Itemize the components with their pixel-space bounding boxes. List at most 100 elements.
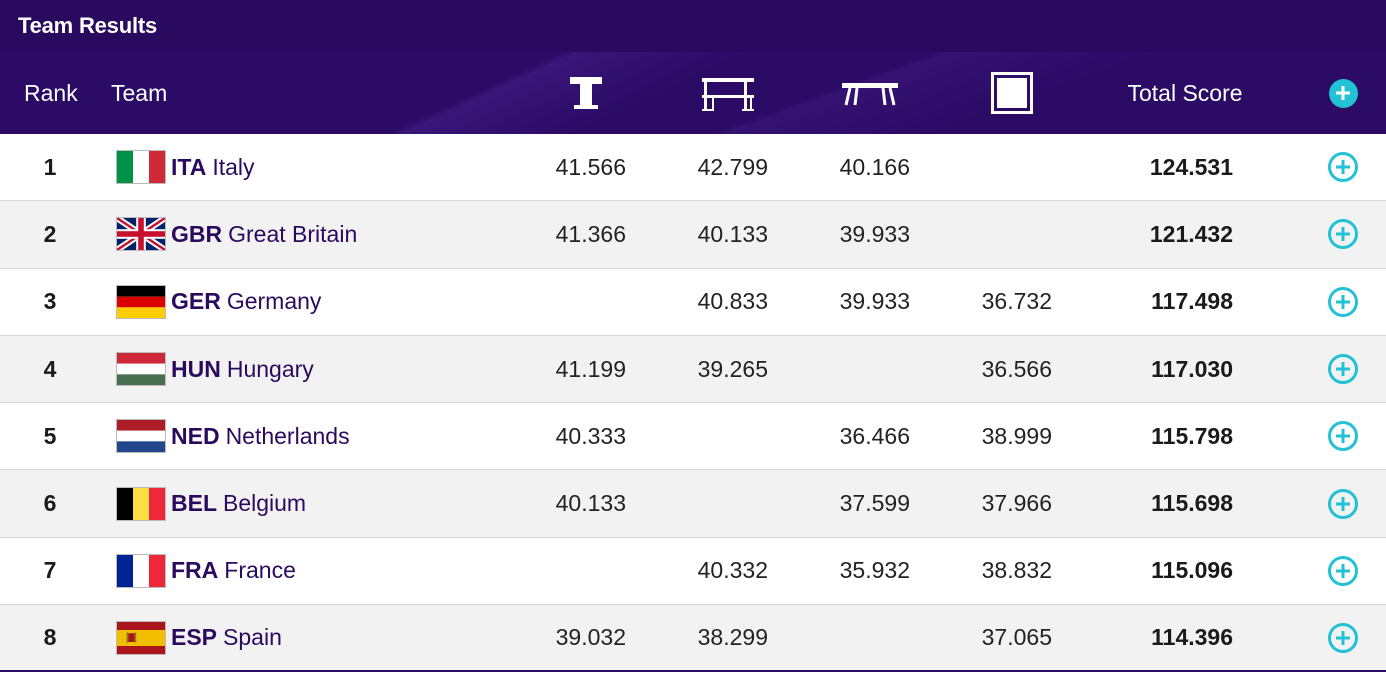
table-row: 6 BEL Belgium 40.133 37.599 37.966 115.6… [0, 470, 1386, 538]
plus-icon[interactable] [1328, 78, 1358, 108]
vault-score [526, 269, 626, 335]
bars-score [668, 403, 768, 469]
expand-row-button[interactable] [1324, 201, 1362, 267]
floor-score: 37.966 [981, 490, 1052, 517]
team-name[interactable]: ITA Italy [171, 134, 255, 200]
team-name[interactable]: FRA France [171, 538, 296, 604]
plus-circle-icon[interactable] [1328, 219, 1358, 250]
total-score: 121.432 [1149, 220, 1233, 247]
country-name: Spain [223, 624, 282, 651]
bars-score [668, 470, 768, 536]
floor-score: 38.832 [981, 557, 1052, 584]
header-total-score: Total Score [1127, 79, 1243, 106]
rank-cell: 5 [43, 422, 57, 449]
uneven-bars-icon [698, 52, 758, 134]
table-row: 2 GBR Great Britain 41.366 40.133 39.933… [0, 201, 1386, 269]
flag-great-britain-icon [116, 201, 166, 267]
flag-netherlands-icon [116, 403, 166, 469]
team-code: ITA [171, 153, 207, 180]
plus-circle-icon[interactable] [1328, 555, 1358, 586]
header-rank: Rank [24, 79, 78, 106]
team-name[interactable]: GER Germany [171, 269, 321, 335]
expand-row-button[interactable] [1324, 605, 1362, 670]
beam-score [810, 605, 910, 670]
total-score: 115.698 [1151, 490, 1233, 517]
floor-score: 36.732 [981, 288, 1052, 315]
bars-score: 38.299 [697, 624, 768, 651]
floor-score [952, 134, 1052, 200]
expand-row-button[interactable] [1324, 134, 1362, 200]
expand-row-button[interactable] [1324, 403, 1362, 469]
country-name: Germany [226, 288, 322, 315]
flag-france-icon [116, 538, 166, 604]
team-name[interactable]: HUN Hungary [171, 336, 314, 402]
beam-score: 36.466 [839, 422, 910, 449]
rank-cell: 8 [43, 624, 57, 651]
expand-all-button[interactable] [1324, 52, 1362, 134]
vault-score: 41.566 [555, 153, 626, 180]
plus-circle-icon[interactable] [1328, 622, 1358, 653]
rank-cell: 6 [43, 490, 57, 517]
beam-score: 39.933 [839, 288, 910, 315]
rank-cell: 4 [43, 355, 57, 382]
country-name: Italy [212, 153, 255, 180]
table-row: 3 GER Germany 40.833 39.933 36.732 117.4… [0, 269, 1386, 336]
vault-score: 39.032 [555, 624, 626, 651]
bars-score: 42.799 [697, 153, 768, 180]
team-code: HUN [171, 355, 221, 382]
beam-score: 37.599 [839, 490, 910, 517]
plus-circle-icon[interactable] [1328, 488, 1358, 519]
country-name: Belgium [223, 490, 307, 517]
floor-score: 38.999 [981, 422, 1052, 449]
expand-row-button[interactable] [1324, 269, 1362, 335]
plus-circle-icon[interactable] [1328, 286, 1358, 317]
total-score: 117.030 [1151, 355, 1233, 382]
plus-circle-icon[interactable] [1328, 152, 1358, 183]
team-name[interactable]: NED Netherlands [171, 403, 350, 469]
vault-score: 40.333 [555, 422, 626, 449]
total-score: 117.498 [1151, 288, 1233, 315]
vault-score [526, 538, 626, 604]
team-code: BEL [171, 490, 217, 517]
team-code: GER [171, 288, 221, 315]
plus-circle-icon[interactable] [1328, 421, 1358, 452]
flag-spain-icon [116, 605, 166, 670]
country-name: Great Britain [228, 220, 358, 247]
floor-score [952, 201, 1052, 267]
total-score: 115.096 [1151, 557, 1233, 584]
team-code: NED [171, 422, 220, 449]
page-title: Team Results [18, 13, 158, 38]
plus-circle-icon[interactable] [1328, 354, 1358, 385]
results-table-body: 1 ITA Italy 41.566 42.799 40.166 124.531… [0, 134, 1386, 673]
team-name[interactable]: ESP Spain [171, 605, 282, 670]
team-name[interactable]: BEL Belgium [171, 470, 306, 536]
rank-cell: 7 [43, 557, 57, 584]
rank-cell: 3 [43, 288, 57, 315]
vault-score: 41.366 [555, 220, 626, 247]
header-team: Team [111, 79, 168, 106]
rank-cell: 1 [43, 153, 57, 180]
team-name[interactable]: GBR Great Britain [171, 201, 357, 267]
table-row: 7 FRA France 40.332 35.932 38.832 115.09… [0, 538, 1386, 606]
floor-exercise-icon [982, 52, 1042, 134]
team-code: ESP [171, 624, 218, 651]
title-bar: Team Results [0, 0, 1386, 52]
beam-score: 40.166 [839, 153, 910, 180]
beam-score: 39.933 [839, 220, 910, 247]
bars-score: 40.833 [697, 288, 768, 315]
expand-row-button[interactable] [1324, 470, 1362, 536]
table-row: 1 ITA Italy 41.566 42.799 40.166 124.531 [0, 134, 1386, 202]
table-row: 4 HUN Hungary 41.199 39.265 36.566 117.0… [0, 335, 1386, 404]
flag-belgium-icon [116, 470, 166, 536]
floor-score: 36.566 [981, 355, 1052, 382]
total-score: 114.396 [1151, 624, 1233, 651]
floor-score: 37.065 [981, 624, 1052, 651]
expand-row-button[interactable] [1324, 336, 1362, 402]
flag-germany-icon [116, 269, 166, 335]
flag-italy-icon [116, 134, 166, 200]
table-row: 8 ESP Spain 39.032 38.299 37.065 114.396 [0, 605, 1386, 673]
vault-score: 41.199 [555, 355, 626, 382]
country-name: Hungary [226, 355, 314, 382]
balance-beam-icon [840, 52, 900, 134]
expand-row-button[interactable] [1324, 538, 1362, 604]
